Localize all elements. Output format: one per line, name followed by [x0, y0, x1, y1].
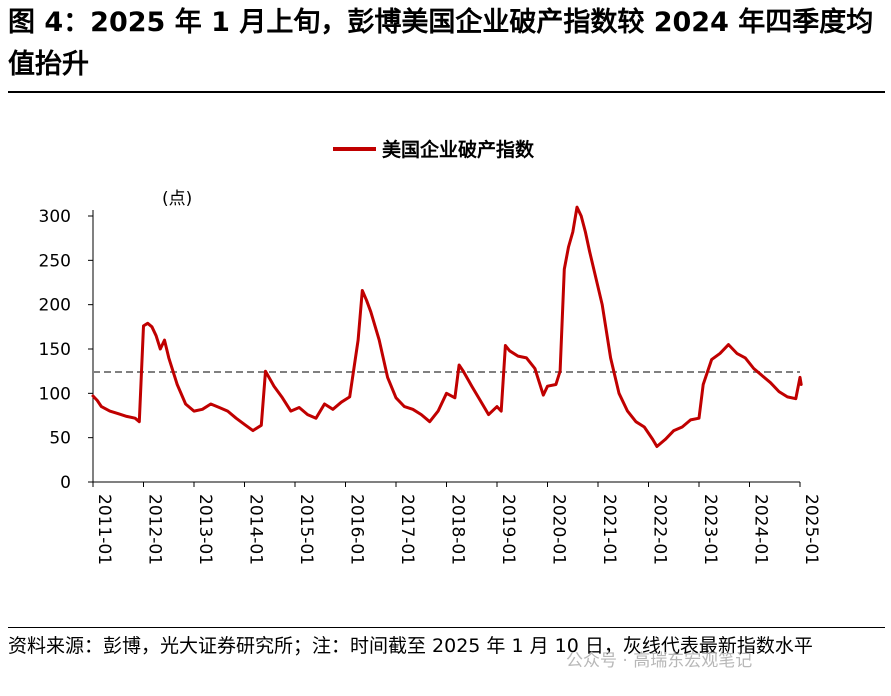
y-tick-label: 200	[39, 296, 71, 316]
line-chart: 0 50 100 150 200 250 300 2011-01 2012-01 2013-01 2…	[39, 138, 821, 565]
x-tick-label: 2023-01	[700, 494, 720, 565]
y-tick-label: 0	[60, 473, 71, 493]
x-tick-label: 2024-01	[751, 494, 771, 565]
x-tick-label: 2020-01	[549, 494, 569, 565]
watermark: 公众号 · 高瑞东宏观笔记	[566, 651, 753, 671]
x-tick-label: 2013-01	[195, 494, 215, 565]
series-line-bankruptcy-index	[91, 205, 803, 448]
legend-label: 美国企业破产指数	[382, 138, 535, 161]
x-tick-label: 2018-01	[448, 494, 468, 565]
y-tick-label: 150	[39, 340, 71, 360]
x-tick-label: 2022-01	[650, 494, 670, 565]
x-tick-label: 2011-01	[94, 494, 114, 565]
y-tick-label: 100	[39, 384, 71, 404]
source-note: 资料来源：彭博，光大证券研究所；注：时间截至 2025 年 1 月 10 日，灰…	[8, 635, 813, 657]
y-tick-label: 300	[39, 207, 71, 227]
footer-divider	[8, 627, 885, 628]
title-divider	[8, 91, 885, 93]
x-tick-label: 2012-01	[145, 494, 165, 565]
x-tick-label: 2021-01	[599, 494, 619, 565]
x-tick-label: 2019-01	[498, 494, 518, 565]
y-tick-label: 250	[39, 251, 71, 271]
x-tick-label: 2015-01	[296, 494, 316, 565]
x-tick-label: 2016-01	[347, 494, 367, 565]
x-tick-label: 2014-01	[246, 494, 266, 565]
x-tick-label: 2017-01	[397, 494, 417, 565]
y-tick-label: 50	[49, 429, 71, 449]
y-axis-label: (点)	[162, 189, 192, 209]
x-tick-label: 2025-01	[801, 494, 821, 565]
chart-title: 图 4：2025 年 1 月上旬，彭博美国企业破产指数较 2024 年四季度均值…	[8, 7, 874, 80]
